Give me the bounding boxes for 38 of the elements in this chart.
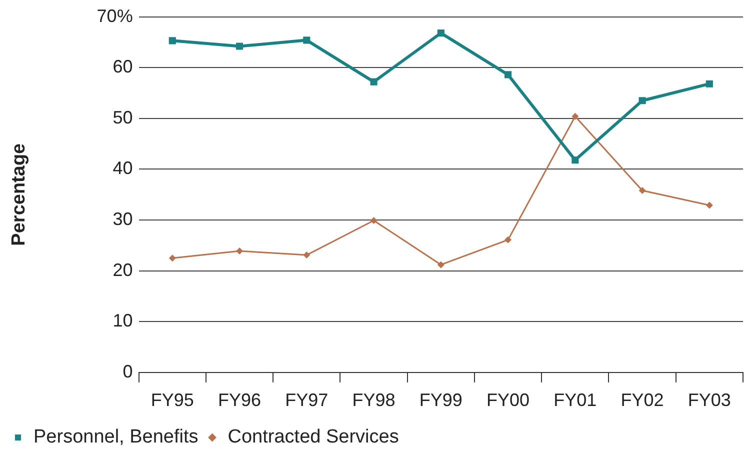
point xyxy=(437,30,444,37)
y-tick-label: 20 xyxy=(112,260,133,280)
point xyxy=(572,156,579,164)
point xyxy=(572,112,579,120)
point xyxy=(638,97,646,104)
point xyxy=(168,37,176,44)
point xyxy=(504,71,512,78)
y-tick-label: 30 xyxy=(112,208,133,229)
point xyxy=(236,247,244,254)
x-tick-label: FY99 xyxy=(419,390,462,410)
legend-label: Contracted Services xyxy=(228,426,399,448)
point xyxy=(504,236,512,244)
x-tick-label: FY98 xyxy=(352,390,396,410)
point xyxy=(370,78,378,86)
y-tick-label: 0 xyxy=(122,361,133,382)
x-tick-label: FY03 xyxy=(688,390,731,410)
point xyxy=(437,261,444,268)
point xyxy=(168,254,176,262)
x-tick-label: FY01 xyxy=(554,390,597,410)
x-tick-label: FY97 xyxy=(285,390,328,410)
x-tick-label: FY00 xyxy=(486,390,530,410)
y-axis-title: Percentage xyxy=(8,143,30,246)
point xyxy=(303,36,310,44)
y-tick-label: 40 xyxy=(112,158,133,178)
point xyxy=(706,80,713,88)
x-tick-label: FY96 xyxy=(218,390,262,410)
point xyxy=(638,187,646,194)
point xyxy=(706,202,713,209)
y-tick-label: 50 xyxy=(112,107,133,128)
point xyxy=(236,42,244,50)
y-tick-label: 70% xyxy=(96,6,133,26)
x-tick-label: FY95 xyxy=(150,390,194,410)
y-tick-label: 60 xyxy=(112,56,133,77)
y-tick-label: 10 xyxy=(112,310,133,331)
x-tick-label: FY02 xyxy=(620,390,664,410)
legend-label: Personnel, Benefits xyxy=(34,426,198,448)
point xyxy=(370,217,378,224)
point xyxy=(303,252,310,259)
